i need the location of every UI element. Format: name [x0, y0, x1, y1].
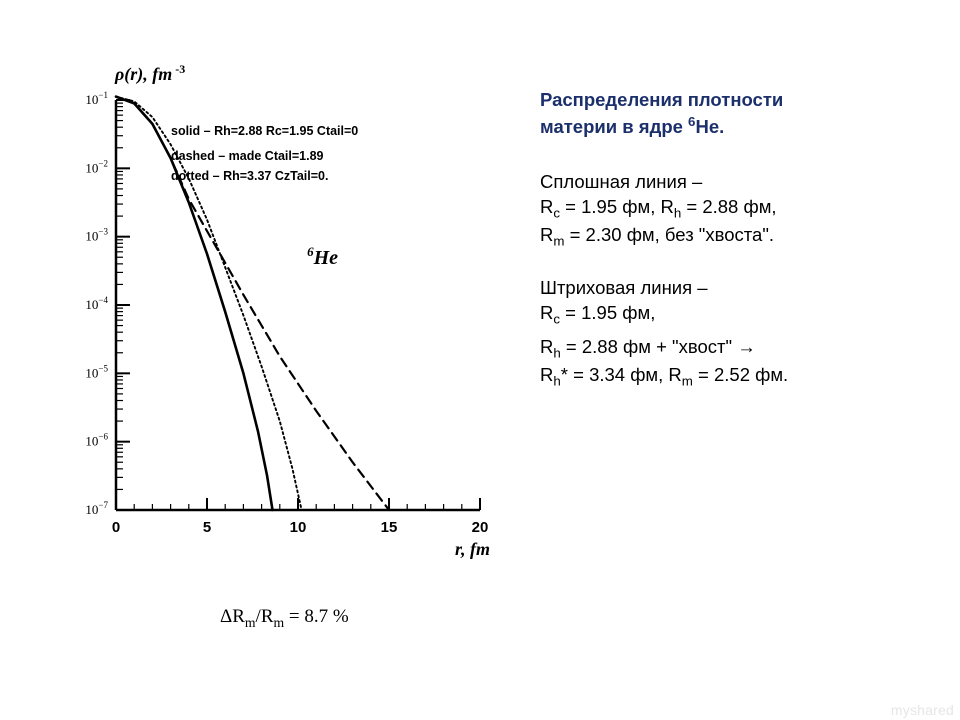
y-axis-label: ρ(r), fm -3 — [115, 62, 185, 85]
svg-text:10: 10 — [290, 519, 307, 536]
svg-text:0: 0 — [112, 519, 120, 536]
paragraph-dashed: Штриховая линия – Rc = 1.95 фм, Rh = 2.8… — [540, 276, 920, 390]
svg-text:10−1: 10−1 — [85, 90, 108, 107]
chart-svg: 10−7 10−6 10−5 10−4 10−3 10−2 10−1 0 5 10 15 20 soli… — [60, 90, 500, 550]
title-line1: Распределения плотности — [540, 89, 783, 110]
p1l1: Сплошная линия – — [540, 171, 702, 192]
ru-title: Распределения плотности материи в ядре 6… — [540, 88, 920, 140]
p2l1: Штриховая линия – — [540, 277, 708, 298]
svg-text:dashed – made Ctail=1.89: dashed – made Ctail=1.89 — [171, 149, 324, 163]
svg-text:10−5: 10−5 — [85, 363, 108, 380]
x-axis-label: r, fm — [455, 539, 490, 560]
svg-text:5: 5 — [203, 519, 211, 536]
svg-text:20: 20 — [472, 519, 489, 536]
svg-text:6He: 6He — [307, 244, 338, 269]
delta-rm-formula: ΔRm/Rm = 8.7 % — [220, 606, 349, 631]
svg-text:10−7: 10−7 — [85, 500, 108, 517]
watermark: myshared — [891, 702, 954, 718]
title-elem: He. — [695, 116, 724, 137]
svg-text:15: 15 — [381, 519, 398, 536]
svg-text:10−6: 10−6 — [85, 432, 108, 449]
paragraph-solid: Сплошная линия – Rc = 1.95 фм, Rh = 2.88… — [540, 170, 920, 250]
density-chart: ρ(r), fm -3 10−710−610−510−410−310−210−1… — [60, 90, 500, 550]
title-line2a: материи в ядре — [540, 116, 688, 137]
description-block: Распределения плотности материи в ядре 6… — [540, 88, 920, 416]
svg-text:10−3: 10−3 — [85, 227, 108, 244]
svg-text:10−4: 10−4 — [85, 295, 108, 312]
svg-text:10−2: 10−2 — [85, 158, 108, 175]
svg-text:dotted – Rh=3.37 CzTail=0.: dotted – Rh=3.37 CzTail=0. — [171, 169, 328, 183]
svg-text:solid – Rh=2.88 Rc=1.95 Ctail=: solid – Rh=2.88 Rc=1.95 Ctail=0 — [171, 124, 358, 138]
